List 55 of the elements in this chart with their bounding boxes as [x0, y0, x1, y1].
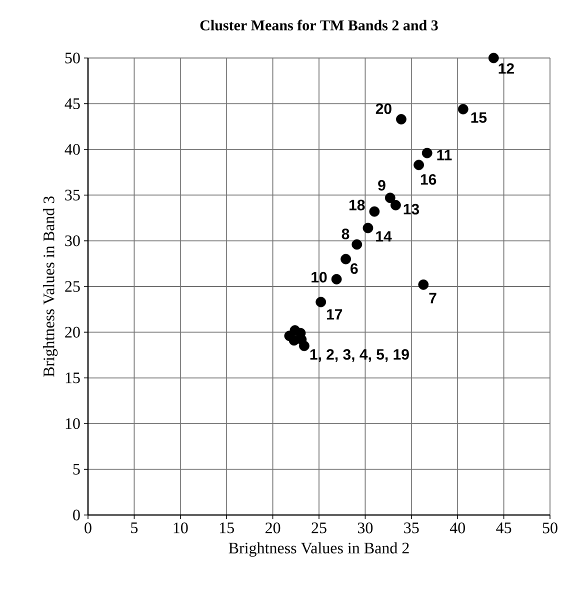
y-tick-label: 30	[65, 235, 80, 246]
x-tick-label: 40	[450, 522, 465, 534]
y-axis-title: Brightness Values in Band 3	[43, 196, 58, 377]
annotation: 1, 2, 3, 4, 5, 19	[310, 349, 409, 362]
point	[299, 340, 310, 352]
annotation: 7	[429, 292, 436, 304]
point	[458, 104, 468, 114]
annotation: 10	[312, 272, 327, 282]
point	[418, 279, 429, 290]
point	[414, 160, 424, 170]
annotation: 18	[349, 200, 365, 210]
annotation: 13	[404, 204, 420, 214]
y-tick-label: 0	[73, 510, 80, 520]
annotation: 6	[350, 263, 358, 274]
annotation: 8	[342, 228, 350, 240]
point	[390, 200, 401, 210]
point	[352, 239, 362, 250]
chart-title: Cluster Means for TM Bands 2 and 3	[200, 20, 438, 30]
point	[340, 254, 351, 264]
point	[396, 114, 406, 124]
y-tick-label: 10	[66, 418, 80, 429]
point	[422, 148, 432, 158]
y-tick-label: 25	[65, 281, 80, 292]
point	[384, 192, 396, 204]
point	[369, 206, 380, 217]
y-tick-label: 40	[64, 144, 80, 155]
x-tick-label: 30	[358, 522, 373, 534]
x-tick-label: 15	[220, 522, 234, 534]
point	[488, 52, 499, 64]
x-tick-label: 10	[174, 522, 188, 534]
point	[362, 222, 374, 234]
y-tick-label: 35	[65, 190, 80, 200]
x-tick-label: 35	[404, 522, 419, 534]
annotation: 17	[326, 309, 342, 320]
y-tick-label: 45	[64, 98, 80, 110]
x-tick-label: 20	[266, 522, 280, 534]
y-tick-label: 20	[65, 326, 80, 338]
x-tick-label: 0	[84, 522, 92, 534]
annotation: 20	[376, 103, 392, 114]
point	[316, 296, 326, 308]
x-tick-label: 25	[312, 522, 326, 534]
annotation: 9	[378, 180, 386, 191]
x-axis-title: Brightness Values in Band 2	[228, 542, 409, 557]
x-tick-label: 50	[542, 522, 558, 534]
annotation: 15	[471, 112, 487, 123]
y-tick-label: 15	[66, 372, 80, 384]
x-tick-label: 45	[496, 522, 512, 534]
annotation: 11	[437, 150, 452, 160]
y-tick-label: 50	[65, 52, 80, 64]
annotation: 16	[420, 174, 436, 185]
x-tick-label: 5	[131, 522, 138, 534]
annotation: 12	[498, 63, 514, 74]
point	[331, 274, 342, 284]
y-tick-label: 5	[73, 464, 80, 475]
annotation: 14	[376, 231, 392, 242]
